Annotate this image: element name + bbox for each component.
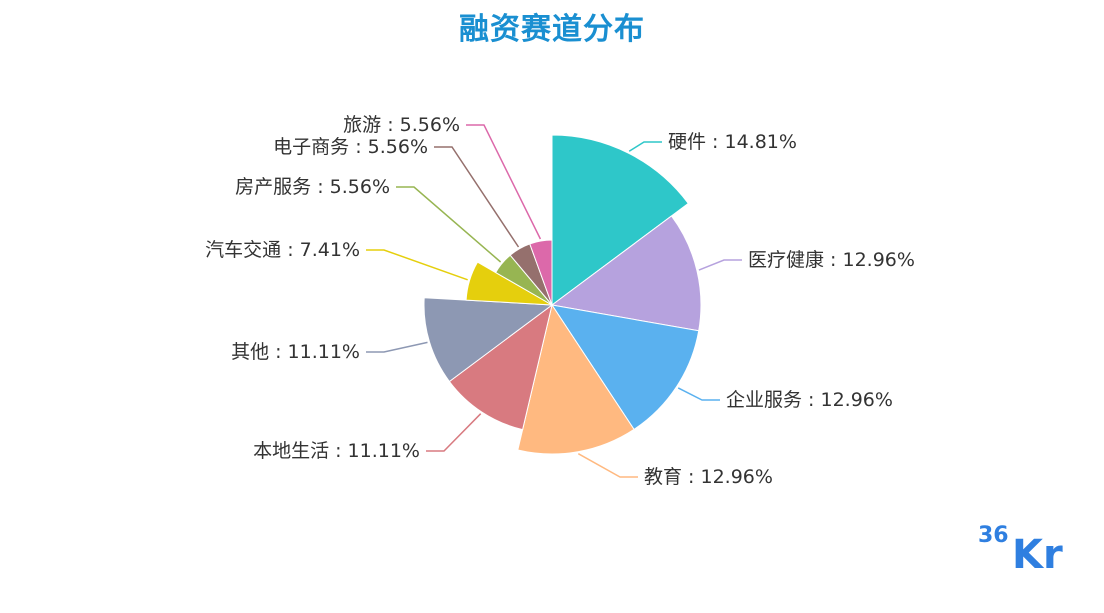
slice-label-5: 本地生活 : 11.11% — [253, 440, 420, 462]
leader-line-6 — [366, 341, 428, 353]
slice-label-3: 企业服务 : 12.96% — [726, 389, 893, 411]
slice-label-6: 其他 : 11.11% — [231, 341, 360, 363]
slice-label-10: 旅游 : 5.56% — [343, 114, 460, 136]
leader-lines — [366, 124, 742, 478]
svg-text:36: 36 — [978, 523, 1009, 548]
slice-label-9: 电子商务 : 5.56% — [273, 136, 428, 158]
slice-6[interactable] — [423, 297, 554, 383]
svg-text:Kr: Kr — [1012, 532, 1063, 576]
leader-line-4 — [577, 453, 638, 478]
slice-label-4: 教育 : 12.96% — [644, 466, 773, 488]
leader-line-8 — [396, 186, 502, 263]
chart-title: 融资赛道分布 — [459, 12, 645, 47]
slice-1[interactable] — [551, 134, 689, 306]
leader-line-3 — [677, 387, 720, 401]
36kr-logo: 36 Kr — [978, 523, 1063, 576]
slice-labels: 硬件 : 14.81% 医疗健康 : 12.96% 企业服务 : 12.96% 教育 … — [205, 114, 915, 488]
slice-label-2: 医疗健康 : 12.96% — [748, 249, 915, 271]
slice-label-1: 硬件 : 14.81% — [668, 131, 797, 153]
slice-label-8: 房产服务 : 5.56% — [235, 176, 390, 198]
pie-slices — [423, 134, 702, 455]
leader-line-7 — [366, 249, 468, 281]
slice-2[interactable] — [550, 215, 702, 332]
leader-line-10 — [466, 124, 542, 240]
leader-line-2 — [698, 259, 742, 271]
slice-5[interactable] — [448, 303, 553, 431]
slice-4[interactable] — [517, 303, 635, 455]
slice-label-7: 汽车交通 : 7.41% — [205, 239, 360, 261]
leader-line-5 — [426, 413, 482, 452]
slice-7[interactable] — [465, 261, 553, 306]
slice-10[interactable] — [529, 239, 553, 306]
slice-3[interactable] — [550, 304, 700, 431]
leader-line-1 — [628, 141, 662, 152]
leader-line-9 — [434, 146, 520, 248]
